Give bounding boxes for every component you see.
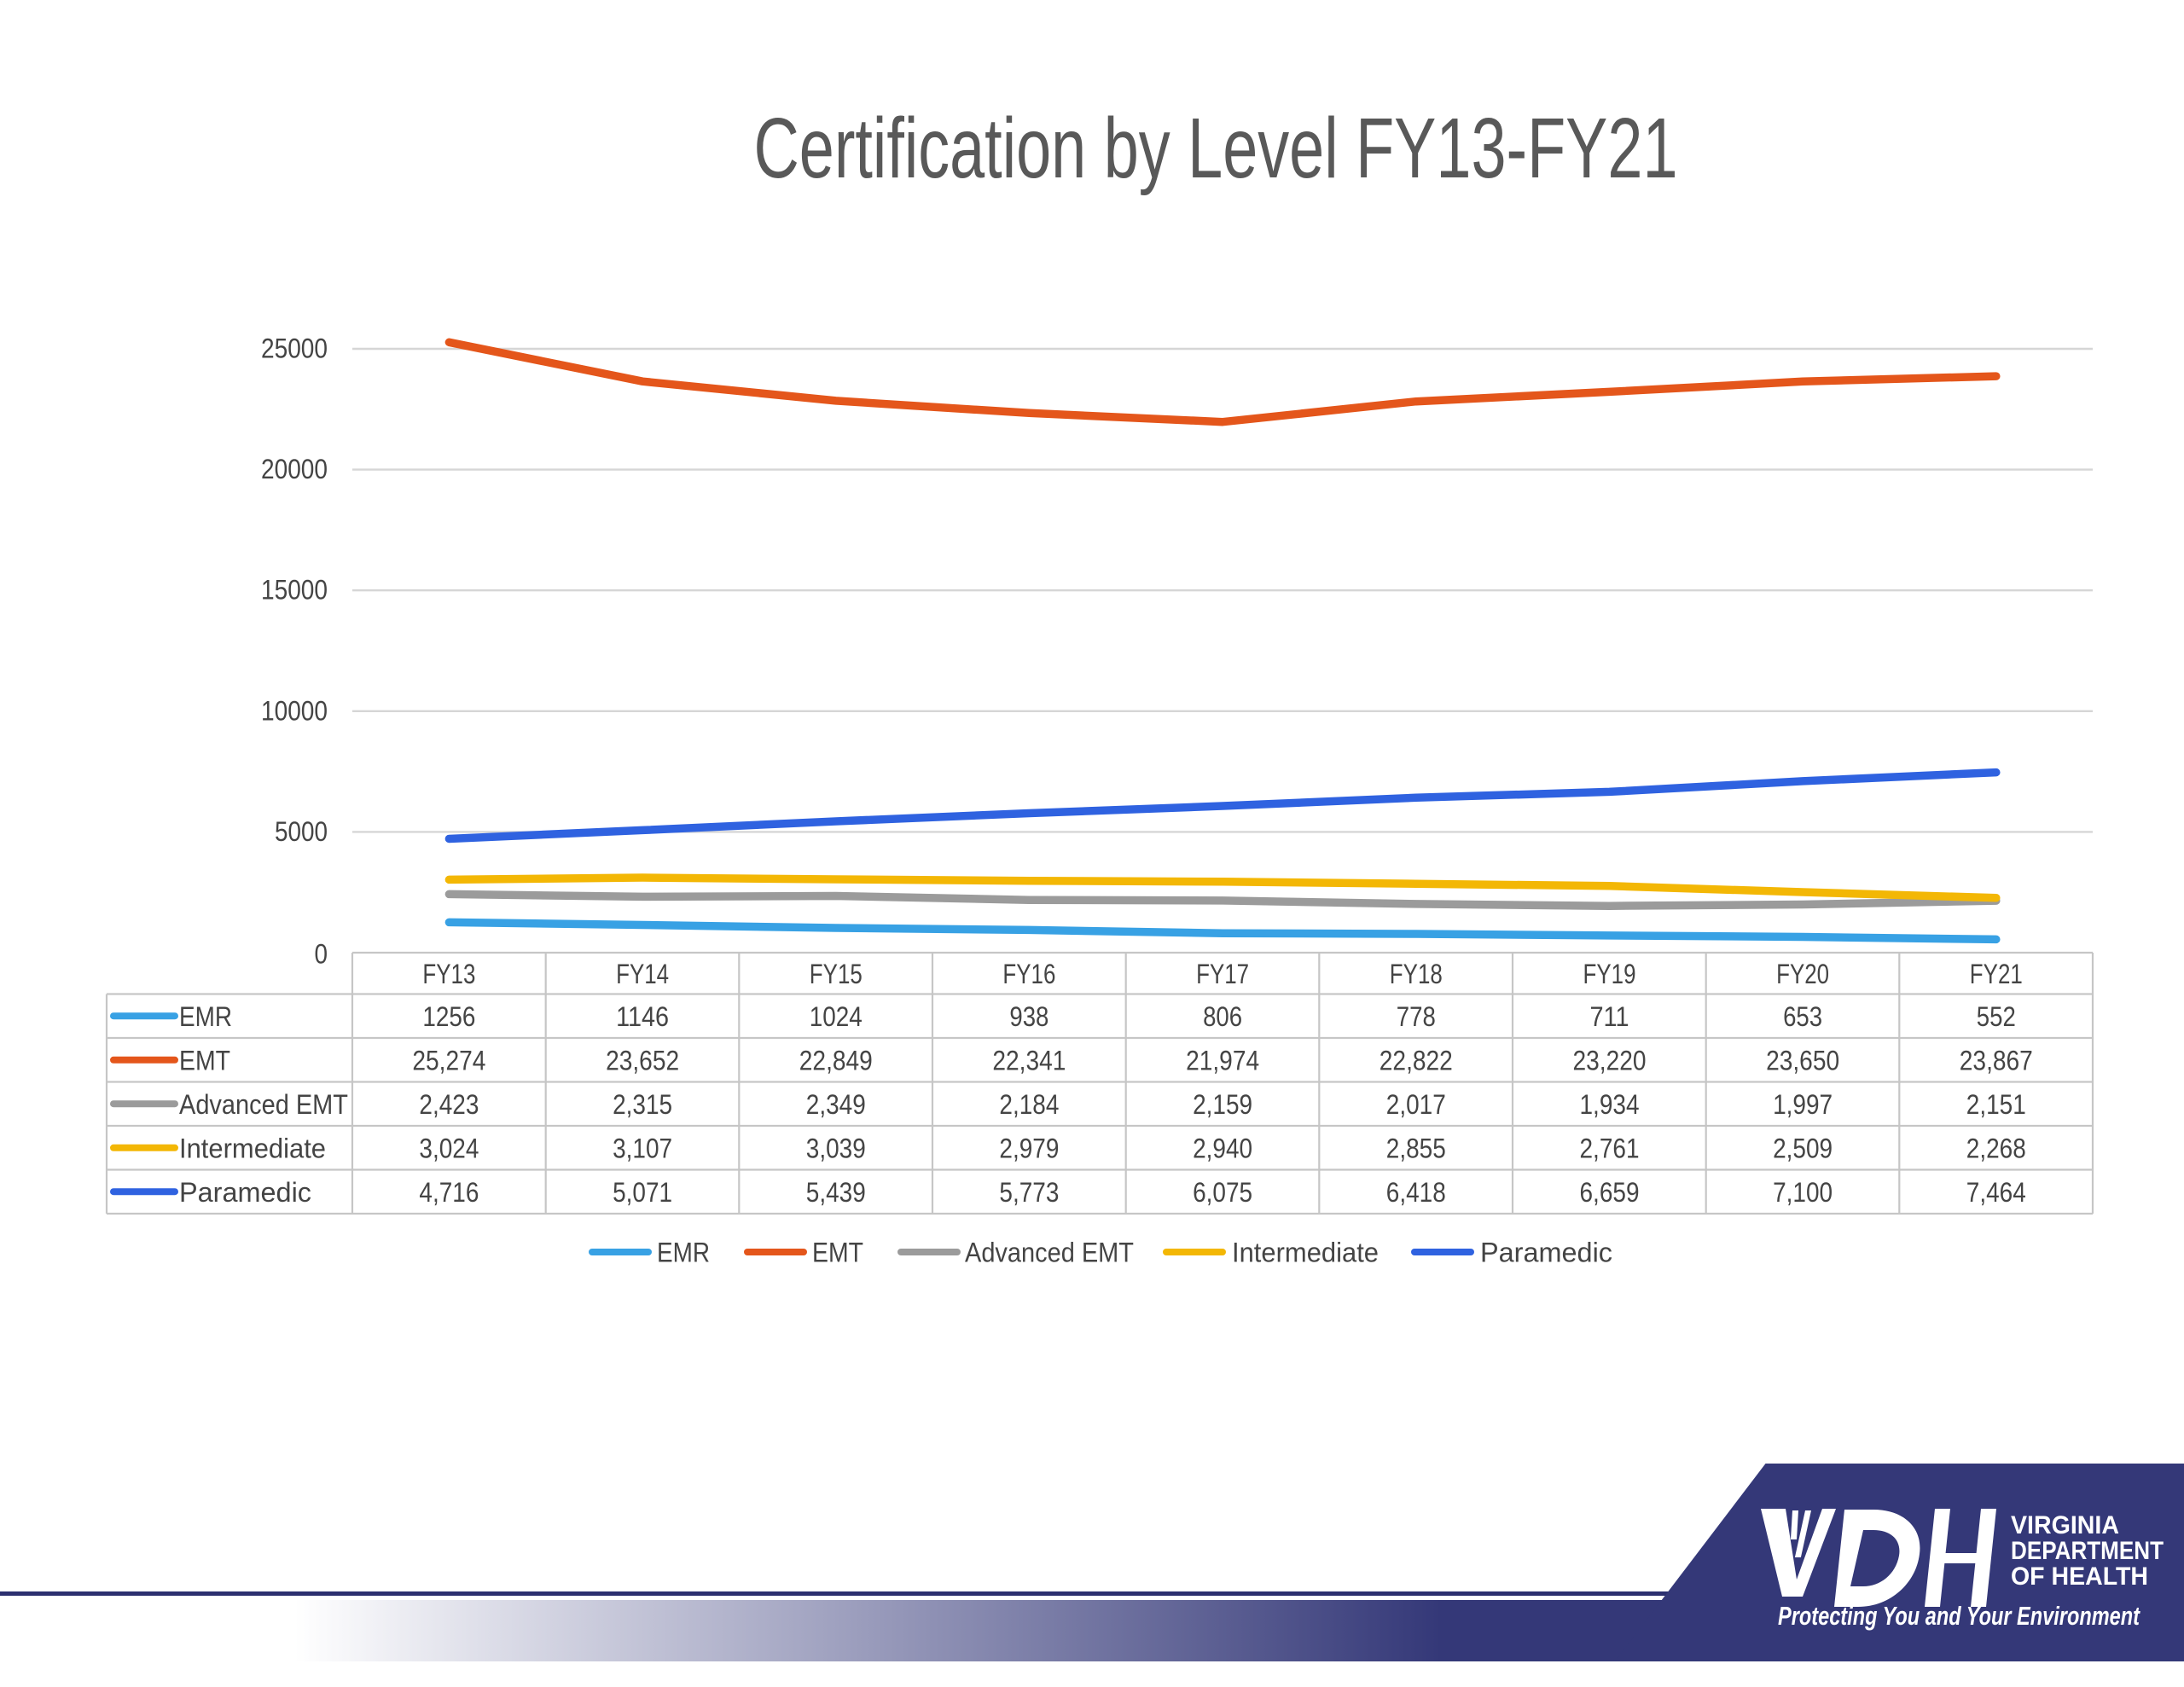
svg-text:22,822: 22,822	[1380, 1046, 1453, 1076]
svg-text:FY19: FY19	[1583, 959, 1636, 989]
svg-text:Paramedic: Paramedic	[1480, 1238, 1612, 1268]
svg-text:653: 653	[1783, 1001, 1822, 1032]
svg-text:FY18: FY18	[1390, 959, 1443, 989]
svg-text:25000: 25000	[261, 333, 328, 364]
svg-text:2,268: 2,268	[1966, 1133, 2026, 1164]
svg-text:1024: 1024	[810, 1001, 863, 1032]
svg-text:25,274: 25,274	[412, 1046, 485, 1076]
svg-text:FY17: FY17	[1196, 959, 1249, 989]
svg-text:7,100: 7,100	[1773, 1177, 1833, 1208]
svg-text:2,017: 2,017	[1386, 1089, 1446, 1120]
svg-text:15000: 15000	[261, 575, 328, 606]
svg-text:Paramedic: Paramedic	[179, 1177, 311, 1208]
svg-text:1,997: 1,997	[1773, 1089, 1833, 1120]
svg-text:22,341: 22,341	[992, 1046, 1066, 1076]
svg-text:3,107: 3,107	[613, 1133, 672, 1164]
svg-text:2,940: 2,940	[1193, 1133, 1252, 1164]
svg-text:FY21: FY21	[1970, 959, 2023, 989]
svg-text:EMR: EMR	[657, 1238, 710, 1268]
svg-text:Intermediate: Intermediate	[179, 1133, 326, 1164]
svg-text:FY16: FY16	[1002, 959, 1055, 989]
svg-text:23,220: 23,220	[1573, 1046, 1647, 1076]
svg-text:5000: 5000	[275, 816, 328, 847]
svg-text:6,418: 6,418	[1386, 1177, 1446, 1208]
svg-text:1146: 1146	[616, 1001, 669, 1032]
svg-text:2,761: 2,761	[1580, 1133, 1640, 1164]
svg-text:2,184: 2,184	[999, 1089, 1059, 1120]
svg-text:23,650: 23,650	[1766, 1046, 1839, 1076]
svg-text:23,652: 23,652	[606, 1046, 679, 1076]
svg-text:806: 806	[1203, 1001, 1242, 1032]
svg-text:711: 711	[1590, 1001, 1629, 1032]
svg-text:0: 0	[315, 939, 328, 970]
svg-text:FY20: FY20	[1776, 959, 1829, 989]
svg-text:10000: 10000	[261, 695, 328, 726]
svg-text:7,464: 7,464	[1966, 1177, 2026, 1208]
svg-text:2,509: 2,509	[1773, 1133, 1833, 1164]
svg-text:2,423: 2,423	[419, 1089, 479, 1120]
svg-text:DEPARTMENT: DEPARTMENT	[2011, 1537, 2164, 1565]
svg-text:22,849: 22,849	[799, 1046, 873, 1076]
svg-text:Certification by Level FY13-FY: Certification by Level FY13-FY21	[754, 101, 1678, 196]
svg-text:5,439: 5,439	[806, 1177, 866, 1208]
svg-text:20000: 20000	[261, 454, 328, 484]
svg-text:FY13: FY13	[422, 959, 475, 989]
svg-text:EMR: EMR	[179, 1001, 232, 1032]
svg-text:EMT: EMT	[179, 1046, 230, 1076]
svg-text:VIRGINIA: VIRGINIA	[2011, 1511, 2119, 1539]
svg-text:1,934: 1,934	[1580, 1089, 1640, 1120]
svg-text:2,349: 2,349	[806, 1089, 866, 1120]
svg-text:OF HEALTH: OF HEALTH	[2011, 1562, 2148, 1591]
svg-text:6,075: 6,075	[1193, 1177, 1252, 1208]
svg-text:2,315: 2,315	[613, 1089, 672, 1120]
svg-text:2,159: 2,159	[1193, 1089, 1252, 1120]
svg-text:5,071: 5,071	[613, 1177, 672, 1208]
svg-text:5,773: 5,773	[999, 1177, 1059, 1208]
svg-text:FY15: FY15	[810, 959, 863, 989]
svg-text:2,855: 2,855	[1386, 1133, 1446, 1164]
svg-text:23,867: 23,867	[1960, 1046, 2033, 1076]
svg-text:Intermediate: Intermediate	[1232, 1238, 1379, 1268]
svg-text:938: 938	[1009, 1001, 1048, 1032]
svg-text:Advanced EMT: Advanced EMT	[179, 1089, 348, 1120]
svg-text:1256: 1256	[422, 1001, 475, 1032]
svg-text:2,151: 2,151	[1966, 1089, 2026, 1120]
svg-text:21,974: 21,974	[1186, 1046, 1259, 1076]
svg-text:2,979: 2,979	[999, 1133, 1059, 1164]
svg-text:Advanced EMT: Advanced EMT	[965, 1238, 1134, 1268]
svg-text:4,716: 4,716	[419, 1177, 479, 1208]
svg-text:6,659: 6,659	[1580, 1177, 1640, 1208]
svg-text:3,024: 3,024	[419, 1133, 479, 1164]
svg-text:FY14: FY14	[616, 959, 669, 989]
svg-text:EMT: EMT	[812, 1238, 863, 1268]
svg-text:3,039: 3,039	[806, 1133, 866, 1164]
svg-text:552: 552	[1977, 1001, 2016, 1032]
svg-text:Protecting You and Your Enviro: Protecting You and Your Environment	[1778, 1601, 2140, 1631]
svg-text:778: 778	[1397, 1001, 1436, 1032]
